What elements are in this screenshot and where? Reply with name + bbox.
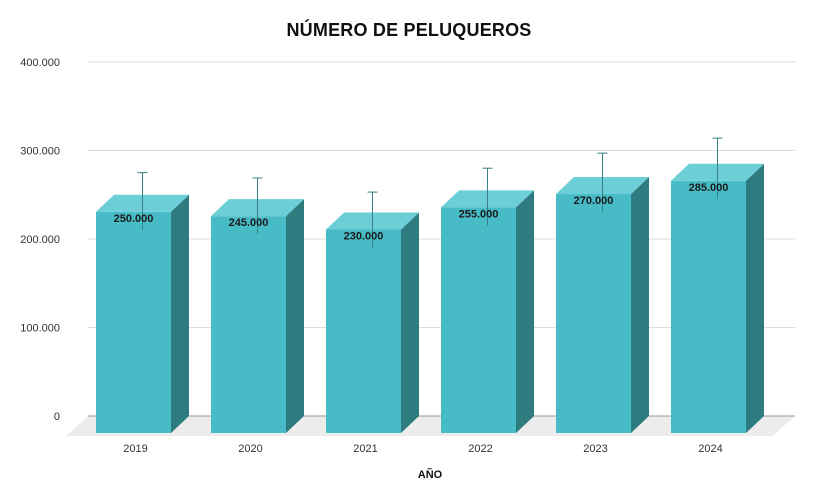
bar [211, 216, 286, 433]
data-label: 250.000 [114, 213, 154, 225]
bar [556, 194, 631, 433]
x-axis-label: AÑO [418, 468, 443, 481]
bar-side [401, 212, 419, 433]
data-label: 230.000 [344, 230, 384, 242]
bar [671, 180, 746, 433]
data-label: 285.000 [689, 182, 729, 194]
bar [326, 229, 401, 433]
x-tick-label: 2019 [123, 443, 147, 455]
data-label: 245.000 [229, 217, 269, 229]
x-tick-label: 2020 [238, 443, 262, 455]
data-label: 255.000 [459, 208, 499, 220]
bar-side [286, 199, 304, 433]
y-tick-label: 300.000 [20, 146, 60, 158]
y-tick-label: 100.000 [20, 323, 60, 335]
bar-side [631, 177, 649, 433]
y-tick-label: 0 [54, 411, 60, 423]
bars-layer [96, 137, 764, 433]
labels-layer: 0 100.000 200.000 300.000 400.000 250.000 2019… [20, 57, 728, 455]
data-label: 270.000 [574, 195, 614, 207]
bar-side [516, 190, 534, 433]
bar-side [746, 163, 764, 433]
bar-side [171, 194, 189, 433]
y-tick-label: 400.000 [20, 57, 60, 69]
bar [441, 207, 516, 433]
x-tick-label: 2022 [468, 443, 492, 455]
bar [96, 211, 171, 433]
x-tick-label: 2024 [698, 443, 722, 455]
chart-title: NÚMERO DE PELUQUEROS [286, 20, 532, 40]
x-tick-label: 2021 [353, 443, 377, 455]
x-tick-label: 2023 [583, 443, 607, 455]
y-tick-label: 200.000 [20, 234, 60, 246]
